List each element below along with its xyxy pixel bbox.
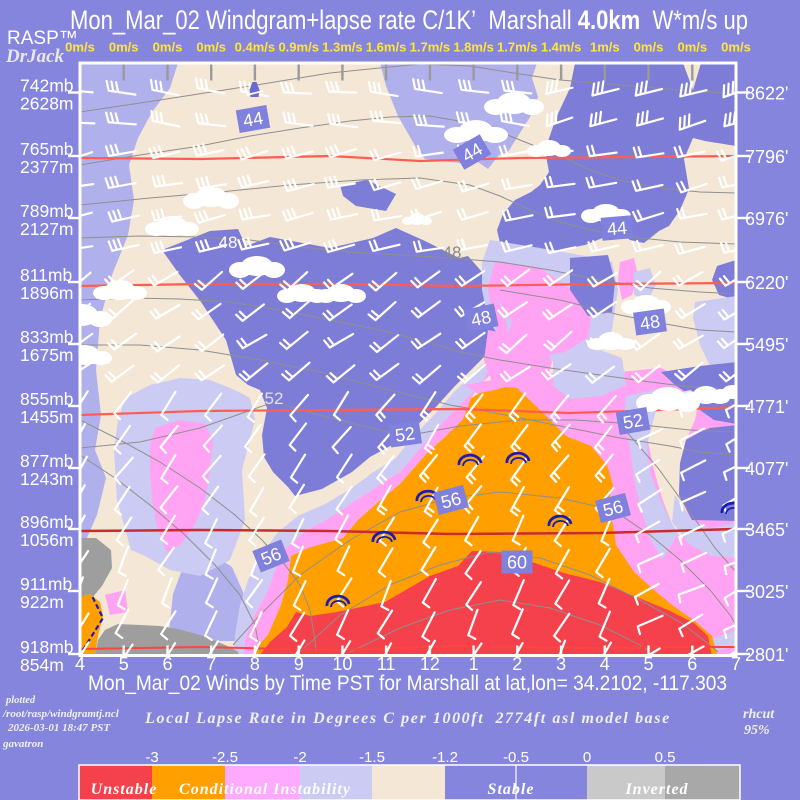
svg-text:gavatron: gavatron <box>2 738 43 750</box>
svg-text:44: 44 <box>241 108 264 131</box>
svg-text:789mb: 789mb <box>20 201 74 221</box>
svg-text:6976': 6976' <box>745 209 788 229</box>
svg-text:-2.5: -2.5 <box>212 749 238 766</box>
svg-text:1675m: 1675m <box>20 345 74 365</box>
svg-text:1m/s: 1m/s <box>590 40 620 55</box>
svg-text:0m/s: 0m/s <box>721 40 751 55</box>
svg-text:1.8m/s: 1.8m/s <box>453 40 493 55</box>
svg-text:1243m: 1243m <box>20 469 74 489</box>
svg-text:0: 0 <box>583 749 591 766</box>
svg-text:-3: -3 <box>145 749 158 766</box>
svg-text:6: 6 <box>162 654 172 674</box>
svg-text:44: 44 <box>606 218 628 240</box>
svg-text:854m: 854m <box>20 655 64 675</box>
svg-text:2628m: 2628m <box>20 94 74 114</box>
svg-text:Unstable: Unstable <box>91 781 158 798</box>
svg-text:8622': 8622' <box>745 84 788 104</box>
svg-text:52: 52 <box>621 410 644 433</box>
svg-text:0m/s: 0m/s <box>677 40 707 55</box>
svg-text:0m/s: 0m/s <box>65 40 95 55</box>
svg-text:DrJack: DrJack <box>5 46 65 67</box>
svg-text:RASP™: RASP™ <box>7 28 78 49</box>
svg-text:12: 12 <box>420 654 440 674</box>
svg-text:3465': 3465' <box>745 520 788 540</box>
svg-text:48: 48 <box>219 233 238 252</box>
svg-text:2: 2 <box>512 654 522 674</box>
svg-text:11: 11 <box>377 654 396 674</box>
svg-text:1.6m/s: 1.6m/s <box>366 40 406 55</box>
svg-text:877mb: 877mb <box>20 451 74 471</box>
svg-text:7796': 7796' <box>745 147 788 167</box>
svg-text:Mon_Mar_02 Windgram+lapse rate: Mon_Mar_02 Windgram+lapse rate C/1K’ Mar… <box>70 5 748 35</box>
svg-text:1.3m/s: 1.3m/s <box>322 40 362 55</box>
svg-text:1896m: 1896m <box>20 283 74 303</box>
svg-text:52: 52 <box>394 423 417 446</box>
svg-text:1.7m/s: 1.7m/s <box>410 40 450 55</box>
svg-text:765mb: 765mb <box>20 139 74 159</box>
svg-text:95%: 95% <box>744 723 770 738</box>
svg-text:3: 3 <box>556 654 566 674</box>
svg-text:7: 7 <box>731 654 741 674</box>
svg-text:0m/s: 0m/s <box>109 40 139 55</box>
svg-text:6: 6 <box>687 654 697 674</box>
svg-text:0m/s: 0m/s <box>153 40 183 55</box>
svg-text:833mb: 833mb <box>20 327 74 347</box>
svg-text:8: 8 <box>250 654 260 674</box>
svg-text:-0.5: -0.5 <box>503 749 529 766</box>
svg-text:742mb: 742mb <box>20 76 74 96</box>
svg-text:48: 48 <box>443 243 462 262</box>
svg-text:3025': 3025' <box>745 582 788 602</box>
svg-text:4: 4 <box>75 654 85 674</box>
svg-text:0.5: 0.5 <box>655 749 676 766</box>
svg-text:0m/s: 0m/s <box>196 40 226 55</box>
svg-text:5: 5 <box>643 654 653 674</box>
svg-text:0m/s: 0m/s <box>634 40 664 55</box>
svg-text:6220': 6220' <box>745 273 788 293</box>
svg-text:2026-03-01 18:47 PST: 2026-03-01 18:47 PST <box>7 722 111 734</box>
svg-text:-2: -2 <box>293 749 306 766</box>
svg-text:plotted: plotted <box>5 695 36 706</box>
svg-text:4771': 4771' <box>745 397 788 417</box>
svg-text:rhcut: rhcut <box>743 707 775 722</box>
svg-text:/root/rasp/windgramtj.ncl: /root/rasp/windgramtj.ncl <box>2 708 120 720</box>
svg-text:60: 60 <box>507 553 527 573</box>
svg-text:922m: 922m <box>20 592 64 612</box>
svg-text:918mb: 918mb <box>20 637 74 657</box>
svg-text:Mon_Mar_02 Winds by Time PST f: Mon_Mar_02 Winds by Time PST for Marshal… <box>88 671 727 695</box>
svg-text:-1.2: -1.2 <box>432 749 458 766</box>
svg-text:2377m: 2377m <box>20 157 74 177</box>
svg-text:48: 48 <box>469 307 493 331</box>
svg-text:2127m: 2127m <box>20 219 74 239</box>
svg-text:2801': 2801' <box>745 645 788 665</box>
svg-text:855mb: 855mb <box>20 389 74 409</box>
svg-text:Conditional Instability: Conditional Instability <box>179 781 351 798</box>
svg-text:5495': 5495' <box>745 335 788 355</box>
svg-text:Inverted: Inverted <box>624 781 688 798</box>
svg-text:4077': 4077' <box>745 459 788 479</box>
svg-text:896mb: 896mb <box>20 512 74 532</box>
svg-text:1.4m/s: 1.4m/s <box>541 40 581 55</box>
svg-text:1: 1 <box>469 654 479 674</box>
svg-text:911mb: 911mb <box>20 574 72 594</box>
svg-text:52: 52 <box>265 389 284 408</box>
svg-text:4: 4 <box>600 654 610 674</box>
svg-text:10: 10 <box>332 654 352 674</box>
svg-text:9: 9 <box>294 654 304 674</box>
svg-text:Local Lapse Rate in Degrees C: Local Lapse Rate in Degrees C per 1000ft… <box>144 710 671 727</box>
svg-text:7: 7 <box>206 654 216 674</box>
svg-text:1.7m/s: 1.7m/s <box>497 40 537 55</box>
svg-text:Stable: Stable <box>488 781 535 798</box>
svg-text:5: 5 <box>119 654 129 674</box>
svg-text:-1.5: -1.5 <box>359 749 385 766</box>
svg-text:0.4m/s: 0.4m/s <box>235 40 275 55</box>
svg-text:48: 48 <box>639 311 662 334</box>
svg-text:0.9m/s: 0.9m/s <box>278 40 318 55</box>
svg-text:811mb: 811mb <box>20 265 72 285</box>
svg-text:1455m: 1455m <box>20 407 74 427</box>
svg-text:1056m: 1056m <box>20 530 74 550</box>
